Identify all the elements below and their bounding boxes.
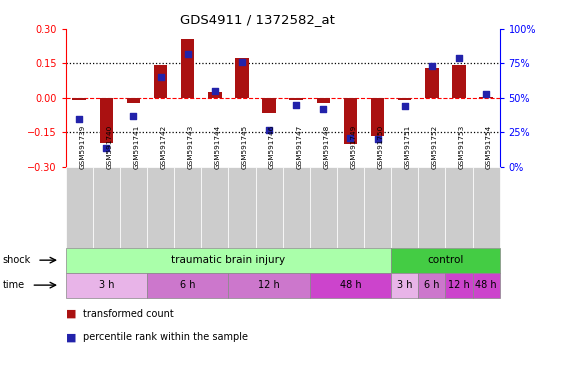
Text: GSM591739: GSM591739 bbox=[79, 125, 85, 169]
Point bbox=[156, 74, 165, 80]
Text: 6 h: 6 h bbox=[180, 280, 195, 290]
Text: GSM591742: GSM591742 bbox=[160, 125, 167, 169]
Text: 6 h: 6 h bbox=[424, 280, 440, 290]
Point bbox=[75, 116, 84, 122]
Text: GSM591744: GSM591744 bbox=[215, 125, 221, 169]
Text: GSM591748: GSM591748 bbox=[323, 125, 329, 169]
Text: GSM591743: GSM591743 bbox=[188, 125, 194, 169]
Bar bbox=[262, 98, 276, 113]
Text: 12 h: 12 h bbox=[448, 280, 470, 290]
Bar bbox=[154, 65, 167, 98]
Bar bbox=[99, 98, 113, 143]
Bar bbox=[235, 58, 249, 98]
Point bbox=[129, 113, 138, 119]
Point bbox=[481, 91, 490, 97]
Point bbox=[427, 63, 436, 69]
Point bbox=[455, 55, 464, 61]
Text: time: time bbox=[3, 280, 25, 290]
Text: 48 h: 48 h bbox=[475, 280, 497, 290]
Text: GSM591752: GSM591752 bbox=[432, 125, 438, 169]
Text: ■: ■ bbox=[66, 309, 76, 319]
Text: transformed count: transformed count bbox=[83, 309, 174, 319]
Text: GSM591747: GSM591747 bbox=[296, 125, 302, 169]
Bar bbox=[289, 98, 303, 100]
Point bbox=[102, 145, 111, 151]
Point bbox=[210, 88, 219, 94]
Bar bbox=[208, 92, 222, 98]
Bar bbox=[73, 98, 86, 100]
Text: ■: ■ bbox=[66, 332, 76, 342]
Bar bbox=[398, 98, 412, 100]
Text: GSM591749: GSM591749 bbox=[351, 125, 356, 169]
Point bbox=[238, 59, 247, 65]
Text: GSM591753: GSM591753 bbox=[459, 125, 465, 169]
Text: percentile rank within the sample: percentile rank within the sample bbox=[83, 332, 248, 342]
Point bbox=[183, 51, 192, 57]
Bar bbox=[425, 68, 439, 98]
Point bbox=[292, 102, 301, 108]
Text: GSM591746: GSM591746 bbox=[269, 125, 275, 169]
Point bbox=[346, 135, 355, 141]
Text: 12 h: 12 h bbox=[258, 280, 280, 290]
Text: shock: shock bbox=[3, 255, 31, 265]
Text: GSM591750: GSM591750 bbox=[377, 125, 384, 169]
Text: GSM591751: GSM591751 bbox=[405, 125, 411, 169]
Text: traumatic brain injury: traumatic brain injury bbox=[171, 255, 286, 265]
Text: GDS4911 / 1372582_at: GDS4911 / 1372582_at bbox=[179, 13, 335, 26]
Point bbox=[264, 127, 274, 133]
Point bbox=[373, 136, 382, 142]
Point bbox=[400, 103, 409, 109]
Text: 3 h: 3 h bbox=[397, 280, 412, 290]
Bar bbox=[127, 98, 140, 103]
Text: 3 h: 3 h bbox=[99, 280, 114, 290]
Bar bbox=[181, 39, 195, 98]
Text: 48 h: 48 h bbox=[340, 280, 361, 290]
Text: GSM591741: GSM591741 bbox=[134, 125, 139, 169]
Bar bbox=[344, 98, 357, 144]
Bar bbox=[452, 65, 466, 98]
Text: control: control bbox=[427, 255, 464, 265]
Bar bbox=[316, 98, 330, 103]
Bar bbox=[371, 98, 384, 136]
Text: GSM591754: GSM591754 bbox=[486, 125, 492, 169]
Point bbox=[319, 106, 328, 112]
Text: GSM591740: GSM591740 bbox=[106, 125, 112, 169]
Text: GSM591745: GSM591745 bbox=[242, 125, 248, 169]
